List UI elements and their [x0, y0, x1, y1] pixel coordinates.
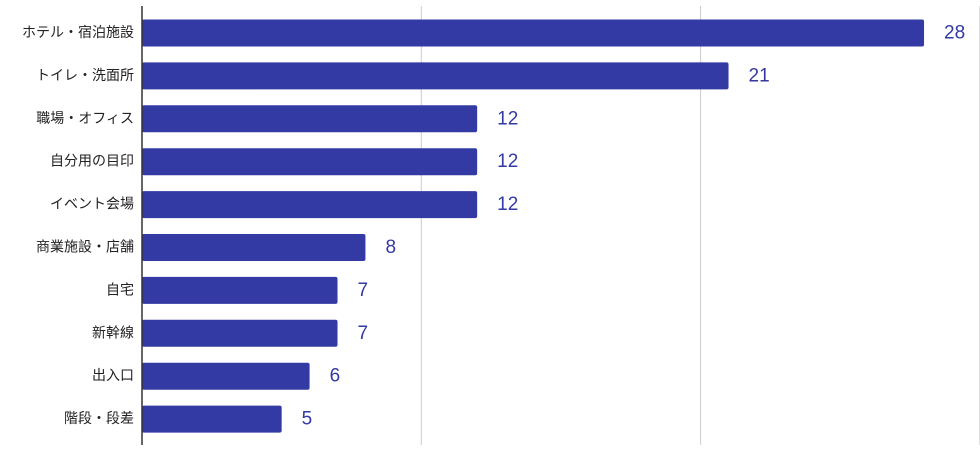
- data-label: 7: [358, 323, 369, 344]
- bar: [142, 362, 310, 390]
- category-label: 出入口: [92, 368, 134, 384]
- category-label: 自分用の目印: [50, 154, 134, 170]
- bar: [142, 319, 338, 347]
- data-label: 12: [497, 108, 518, 129]
- bar: [142, 191, 478, 219]
- data-label: 12: [497, 151, 518, 172]
- data-label: 7: [358, 280, 369, 301]
- category-label: ホテル・宿泊施設: [22, 24, 134, 41]
- data-label: 28: [944, 23, 965, 44]
- bar: [142, 19, 925, 47]
- category-label: イベント会場: [50, 197, 134, 213]
- category-label: 新幹線: [92, 324, 134, 341]
- data-label: 8: [385, 237, 396, 258]
- data-label: 6: [330, 366, 341, 387]
- bar: [142, 62, 729, 90]
- data-label: 21: [749, 65, 770, 86]
- category-label: 自宅: [106, 282, 134, 298]
- bar: [142, 234, 366, 261]
- bar: [142, 148, 478, 176]
- category-label: 商業施設・店舗: [36, 240, 134, 256]
- data-label: 12: [497, 194, 518, 215]
- bars: [142, 19, 925, 433]
- data-label: 5: [302, 409, 313, 430]
- category-label: 階段・段差: [64, 411, 134, 427]
- category-labels: ホテル・宿泊施設トイレ・洗面所職場・オフィス自分用の目印イベント会場商業施設・店…: [22, 24, 134, 427]
- bar: [142, 105, 478, 133]
- value-labels: 28 21 12 12 12 8 7 7 6 5: [302, 23, 966, 430]
- bar: [142, 276, 338, 304]
- category-label: 職場・オフィス: [36, 111, 134, 127]
- bar: [142, 405, 282, 433]
- category-label: トイレ・洗面所: [36, 68, 134, 84]
